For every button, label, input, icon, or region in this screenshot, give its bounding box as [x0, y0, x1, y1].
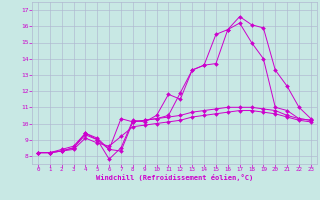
X-axis label: Windchill (Refroidissement éolien,°C): Windchill (Refroidissement éolien,°C)	[96, 174, 253, 181]
